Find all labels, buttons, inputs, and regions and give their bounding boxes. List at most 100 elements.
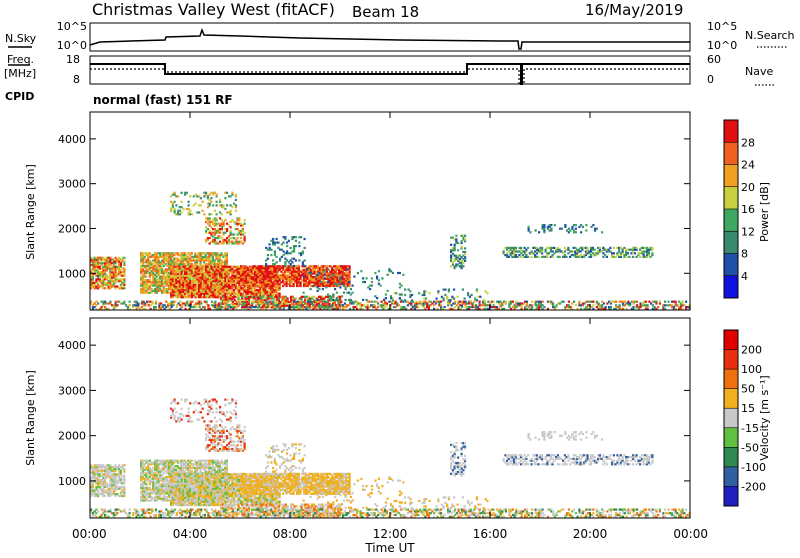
power-echo-cell <box>155 306 157 308</box>
freq-panel <box>90 56 690 84</box>
power-echo-cell <box>244 235 246 237</box>
power-echo-cell <box>376 297 378 299</box>
power-echo-cell <box>512 301 514 303</box>
power-echo-cell <box>476 299 478 301</box>
power-echo-cell <box>629 256 631 258</box>
power-echo-cell <box>272 301 274 303</box>
power-echo-cell <box>567 247 569 249</box>
power-echo-cell <box>402 274 404 276</box>
power-echo-cell <box>594 249 596 251</box>
power-echo-cell <box>668 301 670 303</box>
power-echo-cell <box>457 296 459 298</box>
power-echo-cell <box>270 254 272 256</box>
power-echo-cell <box>444 306 446 308</box>
noise-right-tick-top: 10^5 <box>707 20 737 33</box>
power-echo-cell <box>210 201 212 203</box>
power-echo-cell <box>682 301 684 303</box>
power-echo-cell <box>543 306 545 308</box>
power-echo-cell <box>585 229 587 231</box>
power-echo-cell <box>177 195 179 197</box>
power-echo-cell <box>298 242 300 244</box>
power-echo-cell <box>615 301 617 303</box>
power-echo-cell <box>378 279 380 281</box>
power-echo-cell <box>357 272 359 274</box>
power-echo-cell <box>527 247 529 249</box>
power-echo-cell <box>295 298 297 300</box>
power-echo-cell <box>174 192 176 194</box>
power-echo-cell <box>267 254 269 256</box>
power-echo-cell <box>235 204 237 206</box>
power-echo-cell <box>320 281 322 283</box>
power-echo-cell <box>651 247 653 249</box>
power-echo-cell <box>339 286 341 288</box>
power-echo-cell <box>345 299 347 301</box>
power-echo-cell <box>339 296 341 298</box>
power-echo-cell <box>411 299 413 301</box>
power-echo-cell <box>324 277 326 279</box>
power-echo-cell <box>210 266 212 268</box>
power-echo-cell <box>462 265 464 267</box>
power-echo-cell <box>401 293 403 295</box>
power-echo-cell <box>329 295 331 297</box>
power-echo-cell <box>575 224 577 226</box>
power-echo-cell <box>231 192 233 194</box>
power-colorbar-swatch <box>724 142 738 165</box>
power-echo-cell <box>230 210 232 212</box>
power-echo-cell <box>334 288 336 290</box>
power-echo-cell <box>561 228 563 230</box>
power-echo-cell <box>596 228 598 230</box>
noise-left-tick-bottom: 10^0 <box>57 39 87 52</box>
power-echo-cell <box>538 256 540 258</box>
power-echo-cell <box>295 259 297 261</box>
power-echo-cell <box>332 299 334 301</box>
power-echo-cell <box>295 245 297 247</box>
power-echo-cell <box>655 301 657 303</box>
freq-left-tick-bottom: 8 <box>73 73 80 86</box>
power-echo-cell <box>374 304 376 306</box>
power-echo-cell <box>448 289 450 291</box>
power-colorbar-tick-label: 8 <box>741 248 748 261</box>
power-echo-cell <box>267 258 269 260</box>
power-echo-cell <box>486 292 488 294</box>
power-echo-cell <box>349 265 351 267</box>
power-echo-cell <box>288 240 290 242</box>
power-echo-cell <box>632 256 634 258</box>
power-echo-cell <box>276 261 278 263</box>
power-echo-cell <box>241 296 243 298</box>
power-echo-cell <box>181 211 183 213</box>
power-echo-cell <box>461 246 463 248</box>
power-echo-cell <box>269 243 271 245</box>
power-echo-cell <box>232 301 234 303</box>
power-echo-cell <box>216 217 218 219</box>
power-echo-cell <box>284 236 286 238</box>
power-echo-cell <box>651 252 653 254</box>
power-echo-cell <box>242 228 244 230</box>
power-echo-cell <box>348 281 350 283</box>
power-echo-cell <box>290 247 292 249</box>
power-colorbar-tick-label: 28 <box>741 136 755 149</box>
power-echo-cell <box>374 272 376 274</box>
power-echo-cell <box>293 301 295 303</box>
power-echo-cell <box>276 256 278 258</box>
power-echo-cell <box>566 256 568 258</box>
power-echo-cell <box>360 270 362 272</box>
power-echo-cell <box>580 231 582 233</box>
power-echo-cell <box>515 247 517 249</box>
power-echo-cell <box>295 236 297 238</box>
power-echo-cell <box>550 228 552 230</box>
power-echo-cell <box>464 256 466 258</box>
power-echo-cell <box>188 204 190 206</box>
power-echo-cell <box>399 297 401 299</box>
power-echo-cell <box>321 301 323 303</box>
power-echo-cell <box>226 192 228 194</box>
power-echo-cell <box>303 292 305 294</box>
power-echo-cell <box>601 231 603 233</box>
power-echo-cell <box>387 290 389 292</box>
power-echo-cell <box>104 287 106 289</box>
power-echo-cell <box>385 293 387 295</box>
power-colorbar-swatch <box>724 231 738 254</box>
power-echo-cell <box>587 247 589 249</box>
power-y-tick-label: 1000 <box>58 267 86 280</box>
power-echo-cell <box>298 245 300 247</box>
